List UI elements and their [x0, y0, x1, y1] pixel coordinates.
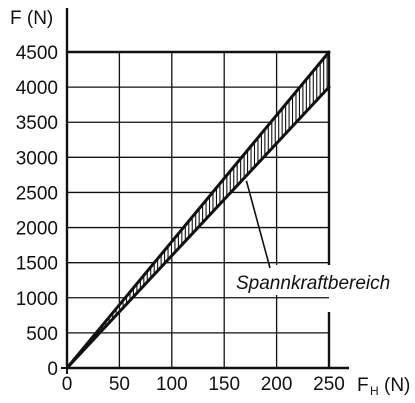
x-tick-label: 200 [261, 374, 293, 395]
y-tick-label: 1500 [16, 254, 58, 275]
x-tick-label: 150 [208, 374, 240, 395]
y-tick-label: 1000 [16, 289, 58, 310]
y-tick-label: 2000 [16, 219, 58, 240]
x-axis-label-sub: H [370, 384, 379, 398]
series-line-lower [65, 85, 331, 370]
annotation-label: Spannkraftbereich [236, 273, 390, 294]
axes [61, 8, 349, 374]
grid [67, 52, 329, 368]
x-tick-label: 100 [156, 374, 188, 395]
x-axis-label-unit: (N) [384, 375, 410, 396]
annotation-group: Spannkraftbereich [232, 180, 408, 295]
y-tick-labels: 0 500 1000 1500 2000 2500 3000 3500 4000 4500 [16, 43, 58, 380]
annotation-leader-line [245, 180, 271, 269]
x-tick-label: 50 [109, 374, 130, 395]
y-tick-label: 4000 [16, 78, 58, 99]
x-tick-labels: 0 50 100 150 200 250 [62, 374, 345, 395]
y-tick-label: 3000 [16, 148, 58, 169]
y-tick-label: 2500 [16, 183, 58, 204]
y-axis-label: F (N) [10, 8, 53, 29]
y-tick-label: 500 [26, 324, 58, 345]
series-line-upper [65, 50, 331, 370]
annotation-background [232, 265, 408, 295]
y-tick-label: 4500 [16, 43, 58, 64]
y-tick-label: 0 [47, 359, 58, 380]
x-tick-label: 250 [313, 374, 345, 395]
x-tick-label: 0 [62, 374, 73, 395]
x-axis-label-main: F [357, 375, 369, 396]
series-lines [65, 50, 331, 370]
y-tick-label: 3500 [16, 113, 58, 134]
